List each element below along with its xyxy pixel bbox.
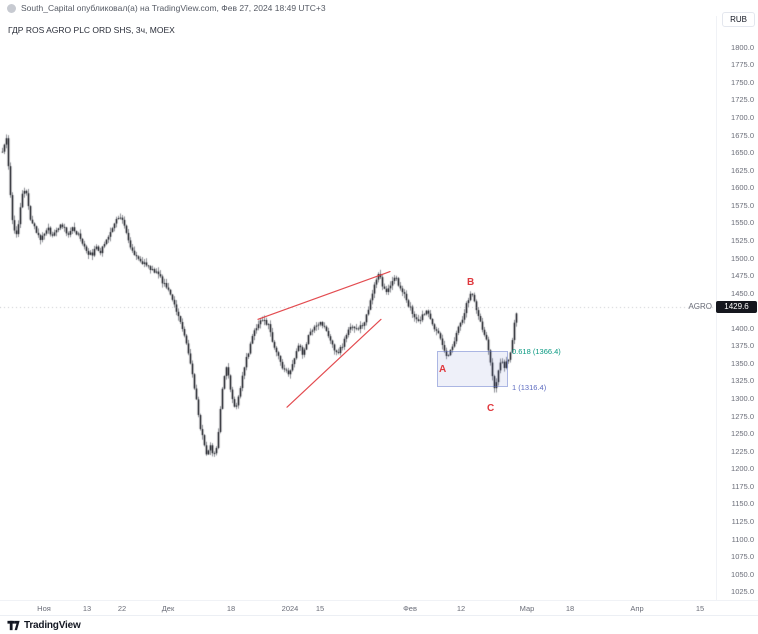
price-tick: 1775.0 [731,60,754,70]
price-tick: 1400.0 [731,323,754,333]
last-price-badge: 1429.6 [716,300,757,313]
price-tick: 1225.0 [731,446,754,456]
wave-label-a: A [439,363,447,375]
price-tick: 1150.0 [731,499,754,509]
price-tick: 1450.0 [731,288,754,298]
price-tick: 1575.0 [731,200,754,210]
tradingview-logo[interactable] [7,619,20,632]
price-tick: 1750.0 [731,77,754,87]
price-tick: 1075.0 [731,552,754,562]
price-tick: 1275.0 [731,411,754,421]
time-tick: 22 [117,604,127,613]
price-tick: 1525.0 [731,235,754,245]
price-axis: 1025.0 1050.0 1075.0 1100.0 1125.0 1150.0 1175… [716,0,758,600]
ticker-label: AGRO [688,302,712,312]
time-tick: 15 [315,604,325,613]
price-tick: 1375.0 [731,341,754,351]
price-tick: 1250.0 [731,429,754,439]
price-tick: 1700.0 [731,113,754,123]
time-tick: Дек [161,604,175,613]
attribution-bar: South_Capital опубликовал(а) на TradingV… [0,0,758,16]
fib-level-label: 1 (1316.4) [512,382,547,392]
user-avatar [7,3,16,13]
time-tick: 18 [565,604,575,613]
time-axis: Ноя 13 22 Дек 18 2024 15 Фев 12 Мар 18 Апр 15 [0,600,758,615]
price-tick: 1125.0 [731,516,754,526]
price-tick: 1675.0 [731,130,754,140]
price-tick: 1500.0 [731,253,754,263]
price-tick: 1175.0 [731,481,754,491]
symbol-title: ГДР ROS AGRO PLC ORD SHS, 3ч, MOEX [8,25,175,35]
time-tick: 18 [226,604,236,613]
price-tick: 1600.0 [731,183,754,193]
price-tick: 1325.0 [731,376,754,386]
price-tick: 1550.0 [731,218,754,228]
time-tick: Мар [519,604,535,613]
wave-label-c: C [487,403,495,415]
time-tick: 12 [456,604,466,613]
price-tick: 1725.0 [731,95,754,105]
time-tick: Апр [630,604,644,613]
time-tick: Ноя [37,604,51,613]
currency-label: RUB [722,12,755,27]
price-tick: 1800.0 [731,42,754,52]
footer-bar: TradingView [0,615,758,634]
time-tick: 15 [695,604,705,613]
price-tick: 1100.0 [731,534,754,544]
price-tick: 1350.0 [731,358,754,368]
fib-retracement-box [437,351,508,387]
price-tick: 1050.0 [731,569,754,579]
price-tick: 1300.0 [731,394,754,404]
price-tick: 1200.0 [731,464,754,474]
time-tick: 2024 [281,604,299,613]
price-tick: 1025.0 [731,587,754,597]
fib-level-label: 0.618 (1366.4) [512,347,561,357]
time-tick: Фев [403,604,417,613]
price-tick: 1625.0 [731,165,754,175]
price-tick: 1650.0 [731,148,754,158]
wave-label-b: B [467,276,475,288]
brand-name[interactable]: TradingView [24,619,81,631]
time-tick: 13 [82,604,92,613]
attribution-link[interactable]: South_Capital опубликовал(а) на TradingV… [21,3,326,13]
price-tick: 1475.0 [731,271,754,281]
